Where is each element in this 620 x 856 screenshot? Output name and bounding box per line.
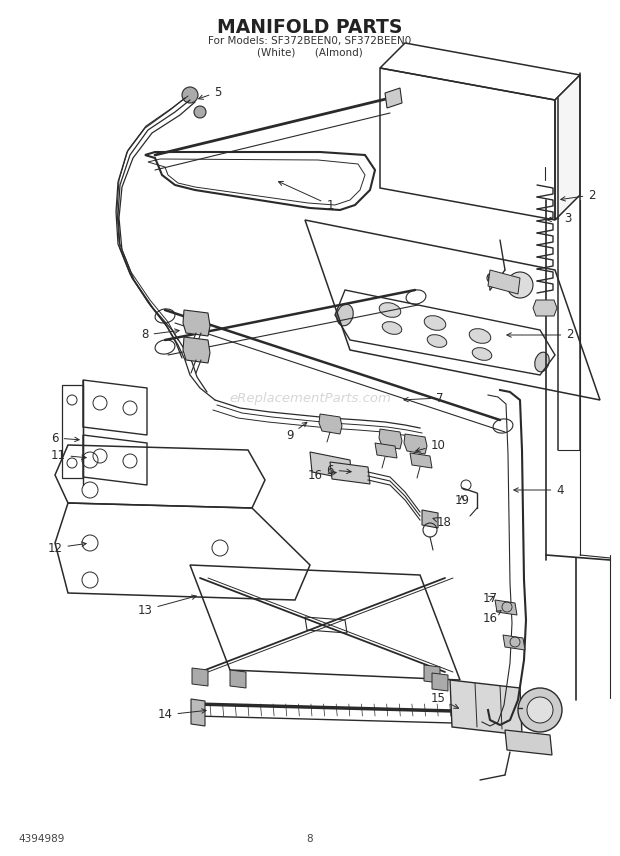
Text: 10: 10 xyxy=(416,438,445,452)
Polygon shape xyxy=(191,699,205,726)
Ellipse shape xyxy=(379,303,401,318)
Ellipse shape xyxy=(472,348,492,360)
Text: 16: 16 xyxy=(482,610,501,625)
Polygon shape xyxy=(533,300,557,316)
Polygon shape xyxy=(385,88,402,108)
Circle shape xyxy=(182,87,198,103)
Ellipse shape xyxy=(427,335,447,348)
Text: 2: 2 xyxy=(507,329,574,342)
Text: 5: 5 xyxy=(198,86,222,99)
Text: 15: 15 xyxy=(430,692,459,708)
Text: 16: 16 xyxy=(308,468,336,482)
Polygon shape xyxy=(505,730,552,755)
Polygon shape xyxy=(484,710,498,728)
Ellipse shape xyxy=(424,316,446,330)
Ellipse shape xyxy=(469,329,491,343)
Text: For Models: SF372BEEN0, SF372BEEN0: For Models: SF372BEEN0, SF372BEEN0 xyxy=(208,36,412,46)
Polygon shape xyxy=(192,668,208,686)
Text: (White)      (Almond): (White) (Almond) xyxy=(257,47,363,57)
Polygon shape xyxy=(495,600,517,615)
Text: 1: 1 xyxy=(278,181,334,211)
Polygon shape xyxy=(330,462,370,484)
Polygon shape xyxy=(555,75,580,220)
Polygon shape xyxy=(503,635,525,650)
Text: 3: 3 xyxy=(547,211,572,224)
Text: 8: 8 xyxy=(307,834,313,844)
Text: 17: 17 xyxy=(482,591,497,604)
Text: 19: 19 xyxy=(454,494,469,507)
Text: 14: 14 xyxy=(157,709,206,722)
Polygon shape xyxy=(310,452,352,480)
Text: 7: 7 xyxy=(404,391,444,405)
Text: 6: 6 xyxy=(51,431,79,444)
Text: 12: 12 xyxy=(48,542,86,555)
Text: 13: 13 xyxy=(138,595,197,616)
Ellipse shape xyxy=(337,304,353,326)
Ellipse shape xyxy=(382,322,402,335)
Circle shape xyxy=(507,272,533,298)
Polygon shape xyxy=(230,670,246,688)
Text: MANIFOLD PARTS: MANIFOLD PARTS xyxy=(218,18,402,37)
Polygon shape xyxy=(410,453,432,468)
Text: 8: 8 xyxy=(141,329,179,342)
Polygon shape xyxy=(404,434,427,454)
Text: 6: 6 xyxy=(326,463,351,477)
Circle shape xyxy=(518,688,562,732)
Polygon shape xyxy=(183,310,210,336)
Polygon shape xyxy=(319,414,342,434)
Polygon shape xyxy=(183,337,210,363)
Text: 2: 2 xyxy=(561,188,596,201)
Text: 4: 4 xyxy=(514,484,564,496)
Polygon shape xyxy=(488,270,520,294)
Circle shape xyxy=(194,106,206,118)
Circle shape xyxy=(527,697,553,723)
Polygon shape xyxy=(432,673,448,691)
Text: 11: 11 xyxy=(50,449,86,461)
Polygon shape xyxy=(375,443,397,458)
Polygon shape xyxy=(450,680,522,735)
Ellipse shape xyxy=(535,352,549,372)
Text: 9: 9 xyxy=(286,422,307,442)
Text: 4394989: 4394989 xyxy=(18,834,64,844)
Polygon shape xyxy=(422,510,438,528)
Polygon shape xyxy=(379,429,402,449)
Text: eReplacementParts.com: eReplacementParts.com xyxy=(229,391,391,405)
Text: 18: 18 xyxy=(433,515,451,528)
Polygon shape xyxy=(424,665,440,683)
